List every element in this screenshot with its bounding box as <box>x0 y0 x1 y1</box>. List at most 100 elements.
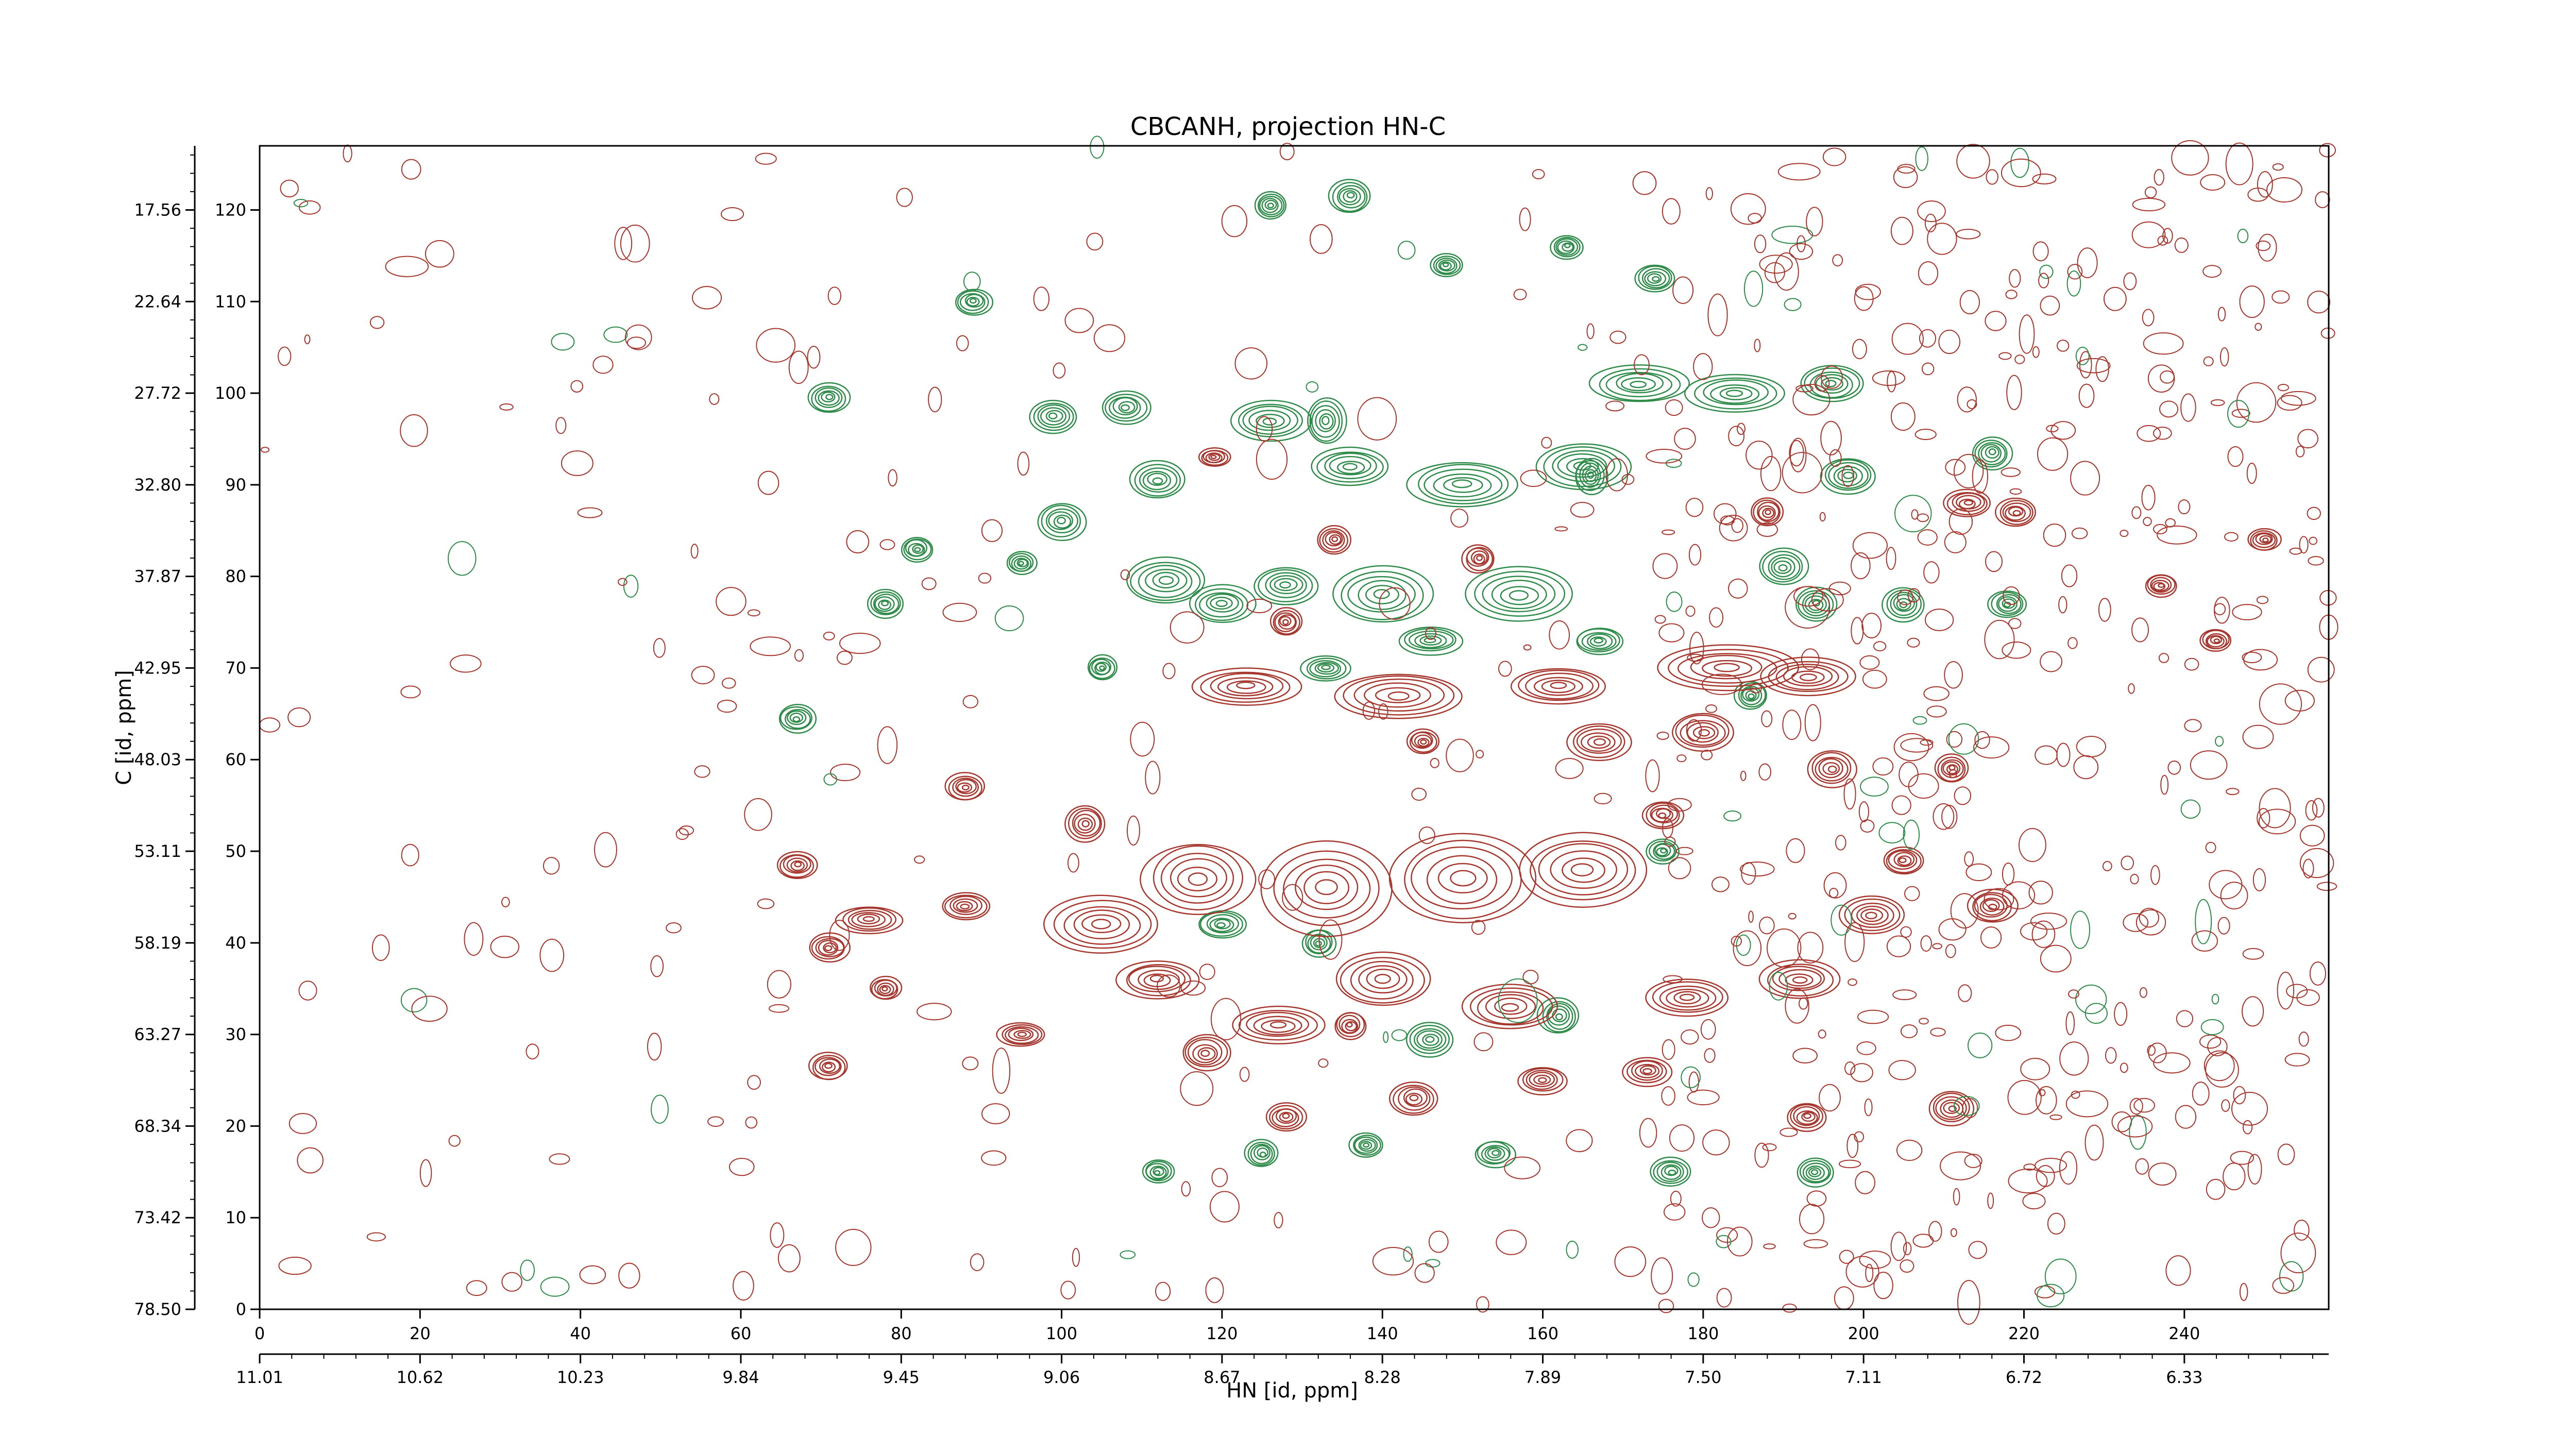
contour-line <box>867 588 904 619</box>
contour-line <box>1398 1086 1431 1111</box>
contour-line <box>1423 637 1436 644</box>
contour-line <box>857 914 880 924</box>
noise-contour <box>2030 913 2067 930</box>
noise-contour <box>1318 1058 1329 1068</box>
contour-line <box>1358 1139 1376 1152</box>
contour-line <box>1581 632 1617 651</box>
contour-line <box>1374 974 1391 984</box>
noise-contour <box>2210 399 2225 407</box>
noise-contour <box>539 938 565 972</box>
noise-contour <box>2220 882 2248 909</box>
plot-frame <box>259 145 2330 1310</box>
contour-line <box>1581 732 1616 752</box>
contour-line <box>1405 1092 1423 1106</box>
contour-line <box>1315 940 1322 947</box>
contour-line <box>1443 477 1483 493</box>
contour-line <box>1824 459 1872 491</box>
noise-contour <box>2008 1168 2048 1193</box>
y-index-tick-label: 0 <box>236 1300 246 1319</box>
contour-line <box>1631 1060 1663 1081</box>
contour-peak <box>1943 488 1991 517</box>
noise-contour <box>1907 637 1920 648</box>
contour-peak <box>2247 528 2282 551</box>
noise-contour <box>2256 240 2271 251</box>
noise-contour <box>1234 347 1268 380</box>
contour-line <box>1140 843 1257 915</box>
contour-peak <box>1820 458 1876 495</box>
contour-line <box>1791 670 1825 684</box>
contour-line <box>1783 666 1833 687</box>
contour-line <box>1719 387 1753 400</box>
noise-contour <box>2123 913 2149 932</box>
noise-contour <box>1681 1066 1701 1088</box>
noise-contour <box>1498 978 1538 1023</box>
contour-line <box>1191 667 1302 706</box>
contour-line <box>1808 1167 1822 1177</box>
noise-contour <box>1378 703 1388 720</box>
contour-peak <box>1126 556 1206 604</box>
contour-line <box>1442 262 1449 267</box>
contour-peak <box>1317 525 1351 555</box>
contour-line <box>1893 594 1916 612</box>
noise-contour <box>425 240 454 268</box>
noise-contour <box>707 1116 724 1127</box>
noise-contour <box>1130 721 1155 757</box>
noise-contour <box>2075 984 2107 1015</box>
contour-line <box>1998 596 2018 612</box>
noise-contour <box>1532 168 1545 179</box>
contour-line <box>1541 680 1575 694</box>
contour-line <box>1210 672 1284 700</box>
contour-line <box>1350 960 1414 1000</box>
contour-line <box>1328 179 1371 213</box>
noise-contour <box>304 334 311 345</box>
noise-contour <box>1774 252 1799 291</box>
contour-line <box>1074 814 1096 834</box>
noise-contour <box>1700 1019 1716 1040</box>
contour-line <box>1153 1167 1164 1176</box>
contour-line <box>1087 654 1118 681</box>
contour-line <box>1129 460 1185 499</box>
noise-contour <box>2132 197 2166 212</box>
contour-peak <box>1759 547 1809 585</box>
contour-line <box>877 982 894 996</box>
noise-contour <box>1858 801 1870 822</box>
noise-contour <box>1920 935 1932 952</box>
noise-contour <box>401 843 419 867</box>
noise-contour <box>1789 440 1804 467</box>
contour-peak <box>1760 656 1856 697</box>
contour-line <box>1433 473 1492 498</box>
noise-contour <box>1162 663 1176 680</box>
noise-contour <box>501 897 510 907</box>
noise-contour <box>2200 1019 2224 1035</box>
y-index-tick-label: 100 <box>215 383 246 403</box>
noise-contour <box>1652 553 1678 579</box>
noise-contour <box>2309 961 2326 986</box>
noise-contour <box>2114 1002 2128 1026</box>
noise-contour <box>1120 1250 1136 1259</box>
noise-contour <box>2003 586 2020 605</box>
contour-line <box>1765 509 1771 515</box>
noise-contour <box>549 1153 570 1165</box>
contour-line <box>1345 1021 1358 1032</box>
contour-line <box>1329 455 1371 476</box>
noise-contour <box>2203 356 2214 366</box>
noise-contour <box>1819 512 1826 522</box>
contour-line <box>1952 492 1985 512</box>
noise-contour <box>1890 216 1913 245</box>
noise-contour <box>2148 1162 2177 1186</box>
noise-contour <box>1256 416 1273 442</box>
noise-contour <box>1519 207 1531 231</box>
y-index-tick-label: 40 <box>225 933 246 953</box>
noise-contour <box>2084 1124 2104 1161</box>
contour-line <box>824 1062 833 1069</box>
noise-contour <box>1944 661 1963 689</box>
noise-contour <box>2195 899 2212 944</box>
contour-line <box>1593 738 1606 746</box>
noise-contour <box>650 955 664 977</box>
contour-line <box>1253 567 1319 605</box>
contour-line <box>1053 514 1072 529</box>
noise-contour <box>1835 835 1846 851</box>
noise-contour <box>2308 556 2324 566</box>
noise-contour <box>2120 1062 2128 1073</box>
contour-line <box>1529 1071 1555 1087</box>
